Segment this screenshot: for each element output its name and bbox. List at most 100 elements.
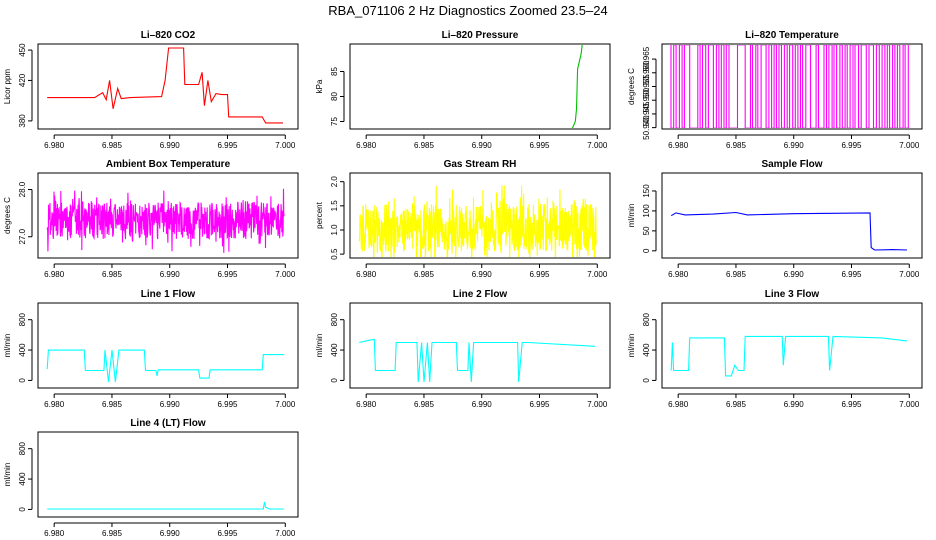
x-tick-label: 6.995 bbox=[841, 400, 862, 409]
x-tick-label: 6.990 bbox=[472, 400, 493, 409]
x-tick-label: 6.980 bbox=[356, 141, 377, 150]
plot-frame bbox=[661, 172, 923, 259]
y-tick-label: 50.950 bbox=[642, 87, 651, 112]
panel-3: Li–820 Temperature 6.980 6.985 6.990 6.995 7.… bbox=[627, 30, 923, 150]
y-axis-label: ml/min bbox=[315, 334, 324, 358]
y-tick-label: 400 bbox=[18, 343, 27, 357]
plot-frame bbox=[37, 431, 299, 518]
x-tick-label: 6.980 bbox=[44, 529, 65, 538]
x-tick-label: 7.000 bbox=[275, 270, 296, 279]
y-tick-label: 380 bbox=[18, 114, 27, 128]
y-tick-label: 80 bbox=[330, 92, 339, 101]
series-line bbox=[358, 185, 597, 257]
y-tick-label: 0 bbox=[18, 507, 27, 512]
x-tick-label: 6.990 bbox=[784, 270, 805, 279]
series-line bbox=[359, 338, 596, 382]
x-tick-label: 6.995 bbox=[217, 141, 238, 150]
plot-frame bbox=[349, 172, 611, 259]
series-line bbox=[46, 188, 285, 253]
panel-title: Line 4 (LT) Flow bbox=[130, 418, 206, 429]
panel-title: Sample Flow bbox=[761, 159, 822, 170]
x-tick-label: 6.985 bbox=[102, 270, 123, 279]
y-tick-label: 150 bbox=[642, 184, 651, 198]
panel-title: Line 1 Flow bbox=[141, 289, 196, 300]
y-tick-label: 50.965 bbox=[642, 46, 651, 71]
panel-title: Gas Stream RH bbox=[444, 159, 517, 170]
y-tick-label: 1.0 bbox=[330, 224, 339, 236]
x-tick-label: 6.990 bbox=[160, 141, 181, 150]
y-tick-label: 800 bbox=[330, 312, 339, 326]
x-tick-label: 7.000 bbox=[587, 141, 608, 150]
y-axis-label: percent bbox=[315, 201, 324, 228]
y-axis-label: degrees C bbox=[3, 197, 12, 234]
y-axis-label: ml/min bbox=[3, 463, 12, 487]
panel-6: Sample Flow 6.980 6.985 6.990 6.995 7.000 0 50 1… bbox=[627, 159, 923, 279]
x-tick-label: 6.995 bbox=[217, 400, 238, 409]
x-tick-label: 6.985 bbox=[414, 400, 435, 409]
y-tick-label: 800 bbox=[18, 441, 27, 455]
x-tick-label: 7.000 bbox=[275, 400, 296, 409]
plot-frame bbox=[349, 302, 611, 389]
y-tick-label: 1.5 bbox=[330, 200, 339, 212]
series-line bbox=[571, 45, 583, 128]
series-line bbox=[670, 211, 908, 251]
y-tick-label: 800 bbox=[18, 312, 27, 326]
x-tick-label: 7.000 bbox=[899, 400, 920, 409]
y-axis-label: degrees C bbox=[627, 68, 636, 105]
y-tick-label: 400 bbox=[18, 472, 27, 486]
x-tick-label: 7.000 bbox=[899, 270, 920, 279]
x-tick-label: 6.995 bbox=[841, 141, 862, 150]
y-axis-label: ml/min bbox=[3, 334, 12, 358]
y-tick-label: 420 bbox=[18, 73, 27, 87]
panel-1: Li–820 CO2 6.980 6.985 6.990 6.995 7.000 380 42… bbox=[3, 30, 299, 150]
x-tick-label: 6.990 bbox=[160, 270, 181, 279]
y-tick-label: 85 bbox=[330, 67, 339, 76]
y-tick-label: 27.0 bbox=[18, 228, 27, 244]
x-tick-label: 6.980 bbox=[668, 141, 689, 150]
x-tick-label: 6.980 bbox=[356, 400, 377, 409]
x-tick-label: 6.980 bbox=[668, 400, 689, 409]
y-tick-label: 100 bbox=[642, 204, 651, 218]
x-tick-label: 6.980 bbox=[44, 400, 65, 409]
y-tick-label: 75 bbox=[330, 117, 339, 126]
panel-title: Line 2 Flow bbox=[453, 289, 508, 300]
y-axis-label: ml/min bbox=[627, 334, 636, 358]
panel-title: Li–820 Pressure bbox=[442, 30, 519, 41]
x-tick-label: 6.990 bbox=[784, 400, 805, 409]
panel-5: Gas Stream RH 6.980 6.985 6.990 6.995 7.000 0.… bbox=[315, 159, 611, 279]
y-tick-label: 450 bbox=[18, 43, 27, 57]
x-tick-label: 6.985 bbox=[102, 141, 123, 150]
y-tick-label: 0.5 bbox=[330, 248, 339, 260]
x-tick-label: 6.990 bbox=[472, 141, 493, 150]
y-axis-label: Licor ppm bbox=[3, 69, 12, 104]
x-tick-label: 6.985 bbox=[102, 529, 123, 538]
x-tick-label: 6.995 bbox=[529, 400, 550, 409]
series-line bbox=[46, 349, 285, 382]
plot-frame bbox=[37, 43, 299, 130]
figure-title: RBA_071106 2 Hz Diagnostics Zoomed 23.5–… bbox=[328, 3, 607, 18]
x-tick-label: 6.995 bbox=[217, 529, 238, 538]
panel-10: Line 4 (LT) Flow 6.980 6.985 6.990 6.995 7.00… bbox=[3, 418, 299, 538]
x-tick-label: 6.985 bbox=[102, 400, 123, 409]
x-tick-label: 6.990 bbox=[160, 529, 181, 538]
panel-4: Ambient Box Temperature 6.980 6.985 6.990 6.… bbox=[3, 159, 299, 279]
y-tick-label: 0 bbox=[642, 248, 651, 253]
x-tick-label: 6.985 bbox=[726, 141, 747, 150]
x-tick-label: 6.985 bbox=[414, 141, 435, 150]
x-tick-label: 7.000 bbox=[275, 141, 296, 150]
x-tick-label: 7.000 bbox=[899, 141, 920, 150]
y-tick-label: 800 bbox=[642, 312, 651, 326]
x-tick-label: 6.985 bbox=[414, 270, 435, 279]
y-tick-label: 2.0 bbox=[330, 176, 339, 188]
x-tick-label: 6.995 bbox=[217, 270, 238, 279]
plot-frame bbox=[661, 43, 923, 130]
x-tick-label: 7.000 bbox=[275, 529, 296, 538]
series-line bbox=[47, 501, 285, 510]
panel-title: Line 3 Flow bbox=[765, 289, 820, 300]
x-tick-label: 6.980 bbox=[44, 141, 65, 150]
x-tick-label: 6.980 bbox=[668, 270, 689, 279]
x-tick-label: 6.980 bbox=[356, 270, 377, 279]
x-tick-label: 6.990 bbox=[784, 141, 805, 150]
y-tick-label: 50.940 bbox=[642, 115, 651, 140]
